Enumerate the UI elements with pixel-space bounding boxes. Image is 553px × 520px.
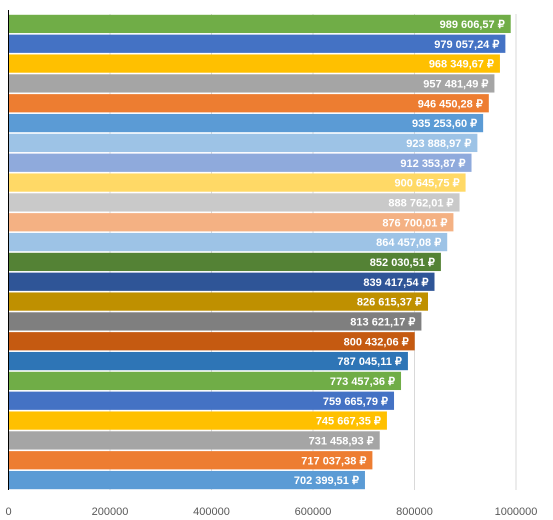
bar-value-label: 826 615,37 ₽ [357,297,422,309]
bar [8,74,495,93]
gridlines [109,14,517,490]
bar-value-label: 839 417,54 ₽ [363,277,428,289]
bar-value-label: 787 045,11 ₽ [337,356,402,368]
bar [8,252,441,272]
bar [8,371,402,391]
x-axis-tick-labels: 0 200000 400000 600000 800000 1000000 [5,506,537,518]
bar [8,312,422,331]
bar [8,332,415,351]
bar-value-label: 813 621,17 ₽ [350,316,415,328]
bar-value-label: 900 645,75 ₽ [394,178,459,190]
bar-value-label: 923 888,97 ₽ [406,138,471,150]
bar [8,232,448,252]
bar [8,153,472,172]
bar-value-label: 946 450,28 ₽ [418,98,483,110]
bar-value-label: 888 762,01 ₽ [388,197,453,209]
x-tick-label: 800000 [396,506,433,518]
bar-value-label: 957 481,49 ₽ [423,78,488,90]
bar-value-label: 702 399,51 ₽ [294,475,359,487]
data-labels: 989 606,57 ₽ 979 057,24 ₽ 968 349,67 ₽ 957 … [294,19,505,487]
bar-value-label: 864 457,08 ₽ [376,237,441,249]
bar-value-label: 989 606,57 ₽ [440,19,505,31]
bar [8,213,454,232]
bar-value-label: 979 057,24 ₽ [434,39,499,51]
bar-value-label: 759 665,79 ₽ [323,396,388,408]
bar-value-label: 968 349,67 ₽ [429,59,494,71]
bar [8,133,478,153]
bar [8,54,500,73]
bar-value-label: 745 667,35 ₽ [316,416,381,428]
bar [8,292,429,311]
bar [8,391,395,410]
bar-value-label: 876 700,01 ₽ [382,217,447,229]
bars [8,14,511,490]
bar-value-label: 717 037,38 ₽ [301,455,366,467]
bar-value-label: 935 253,60 ₽ [412,118,477,130]
bar-value-label: 852 030,51 ₽ [370,257,435,269]
bar [8,113,484,133]
bar [8,431,380,450]
bar [8,173,466,192]
bar [8,411,387,430]
x-tick-label: 1000000 [495,506,538,518]
x-tick-label: 0 [5,506,11,518]
bar [8,451,373,470]
bar-value-label: 912 353,87 ₽ [400,158,465,170]
bar [8,14,511,34]
bar-value-label: 773 457,36 ₽ [330,376,395,388]
bar-value-label: 800 432,06 ₽ [344,336,409,348]
bar [8,272,435,291]
bar [8,34,506,53]
bar [8,193,460,212]
bar-value-label: 731 458,93 ₽ [309,435,374,447]
x-tick-label: 600000 [295,506,332,518]
bar [8,470,365,490]
bar [8,351,408,371]
x-tick-label: 200000 [92,506,129,518]
bar [8,94,489,113]
x-tick-label: 400000 [193,506,230,518]
